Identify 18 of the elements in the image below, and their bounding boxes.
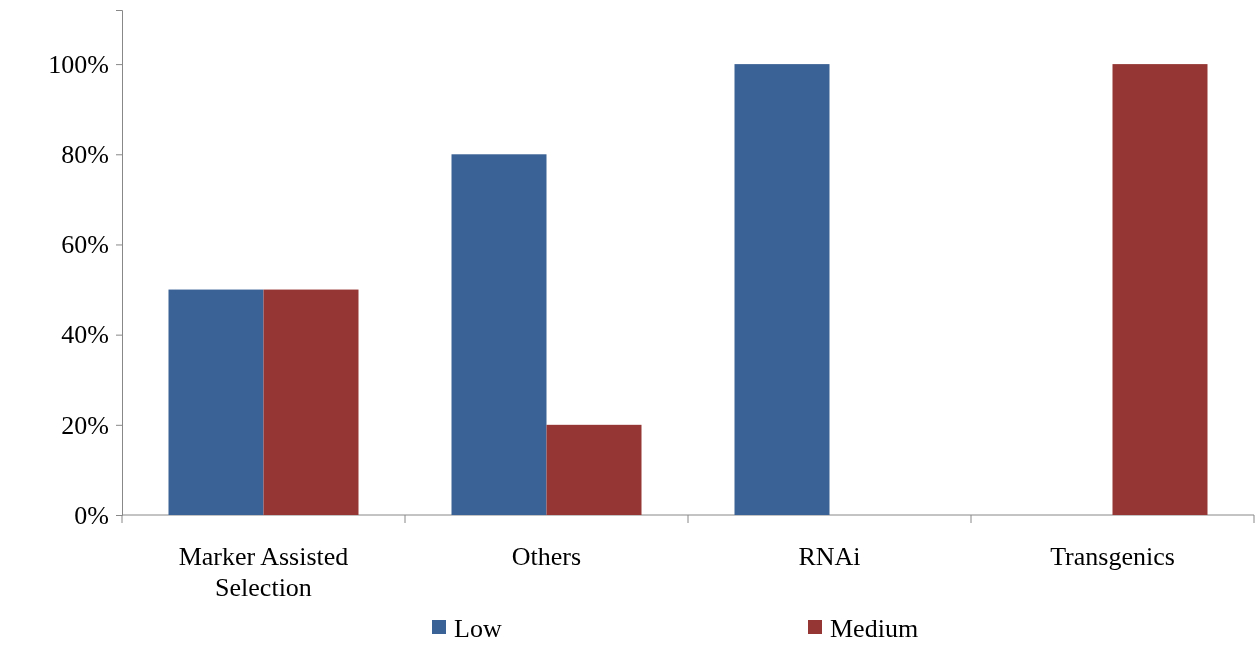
legend-label: Medium	[830, 614, 919, 643]
bar	[168, 289, 264, 515]
x-tick-label: Transgenics	[1050, 542, 1175, 571]
x-tick-label: Others	[511, 542, 582, 571]
bar	[734, 64, 830, 515]
bar	[263, 289, 359, 515]
y-tick-label: 40%	[61, 320, 109, 350]
legend-label: Low	[454, 614, 502, 643]
x-tick-label: Marker Assisted Selection	[178, 542, 349, 602]
y-tick-label: 60%	[61, 230, 109, 260]
x-tick-label: RNAi	[798, 542, 861, 571]
y-tick-label: 20%	[61, 410, 109, 440]
y-tick-label: 100%	[48, 49, 109, 79]
y-tick-label: 0%	[74, 500, 109, 530]
bar	[546, 424, 642, 515]
y-tick-label: 80%	[61, 140, 109, 170]
bar	[451, 154, 547, 515]
bar	[1112, 64, 1208, 515]
